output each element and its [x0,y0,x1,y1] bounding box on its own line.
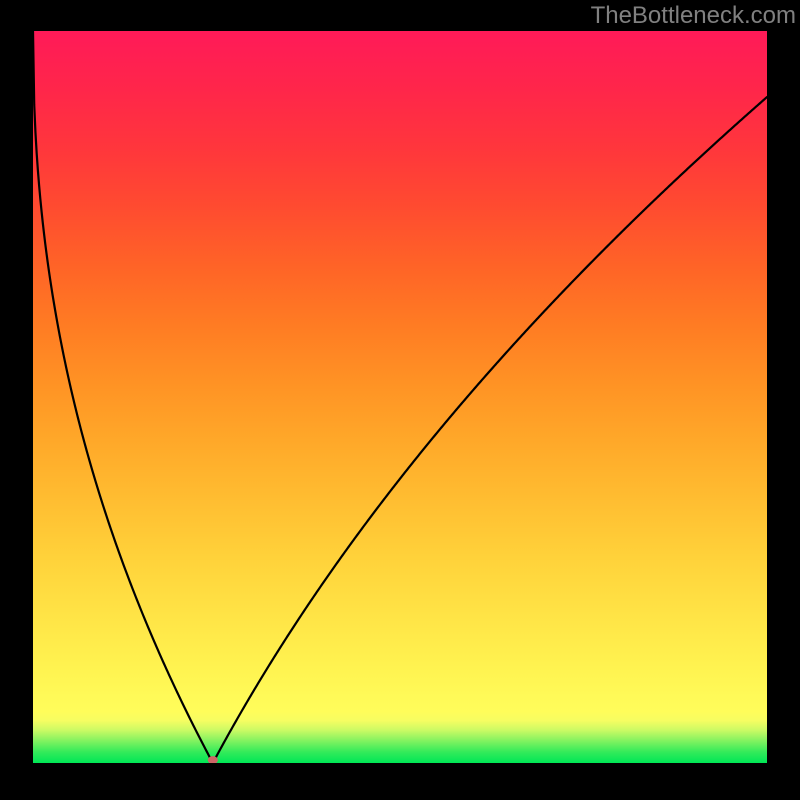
bottleneck-chart [33,31,767,763]
plot-area [33,31,767,763]
chart-stage: TheBottleneck.com [0,0,800,800]
gradient-background [33,31,767,763]
watermark-text: TheBottleneck.com [591,2,796,30]
